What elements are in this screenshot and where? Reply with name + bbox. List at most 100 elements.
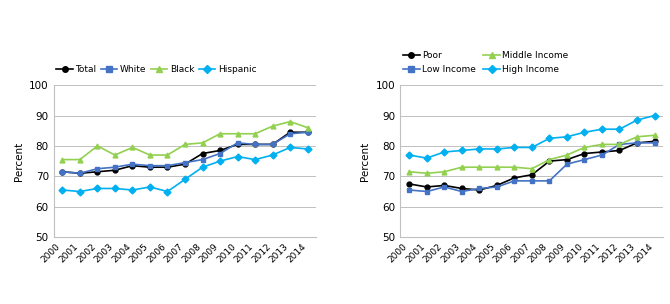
Middle Income xyxy=(563,153,571,157)
White xyxy=(234,141,242,145)
Black xyxy=(111,153,119,157)
Poor xyxy=(528,173,536,177)
Poor xyxy=(580,152,588,155)
High Income xyxy=(458,149,466,152)
Total xyxy=(93,170,101,174)
Low Income xyxy=(493,185,501,189)
High Income xyxy=(493,147,501,151)
High Income xyxy=(580,130,588,134)
White xyxy=(286,132,294,136)
Hispanic xyxy=(304,147,312,151)
Hispanic xyxy=(129,188,137,192)
Poor xyxy=(545,159,553,163)
Hispanic xyxy=(216,159,224,163)
Low Income xyxy=(563,162,571,166)
Total xyxy=(58,170,66,174)
Total xyxy=(251,143,259,146)
Black xyxy=(198,141,206,145)
Poor xyxy=(440,184,448,187)
Low Income xyxy=(423,190,431,193)
Hispanic xyxy=(234,155,242,158)
Black xyxy=(234,132,242,136)
Middle Income xyxy=(475,165,483,169)
Middle Income xyxy=(511,165,519,169)
Poor xyxy=(633,141,641,145)
Poor xyxy=(458,187,466,190)
High Income xyxy=(563,135,571,139)
Legend: Total, White, Black, Hispanic: Total, White, Black, Hispanic xyxy=(53,61,260,78)
Hispanic xyxy=(163,190,172,193)
High Income xyxy=(405,153,413,157)
Low Income xyxy=(440,185,448,189)
Middle Income xyxy=(598,143,606,146)
High Income xyxy=(440,150,448,154)
Black xyxy=(146,153,154,157)
White xyxy=(198,158,206,161)
Low Income xyxy=(580,158,588,161)
Low Income xyxy=(528,179,536,183)
Low Income xyxy=(651,141,659,145)
Hispanic xyxy=(251,158,259,161)
Black xyxy=(286,120,294,123)
Y-axis label: Percent: Percent xyxy=(360,141,371,181)
Hispanic xyxy=(181,178,189,181)
Black xyxy=(304,126,312,130)
Line: Black: Black xyxy=(60,119,310,162)
Black xyxy=(76,158,84,161)
Line: White: White xyxy=(60,130,310,176)
Line: Poor: Poor xyxy=(407,139,657,192)
White xyxy=(269,143,277,146)
High Income xyxy=(598,127,606,131)
Middle Income xyxy=(580,146,588,149)
Middle Income xyxy=(528,167,536,171)
Total xyxy=(129,164,137,168)
Middle Income xyxy=(545,158,553,161)
Middle Income xyxy=(458,165,466,169)
White xyxy=(76,171,84,175)
Line: Total: Total xyxy=(60,130,310,176)
Low Income xyxy=(616,143,624,146)
High Income xyxy=(616,127,624,131)
Poor xyxy=(493,184,501,187)
Hispanic xyxy=(286,146,294,149)
Poor xyxy=(405,182,413,186)
Total xyxy=(234,143,242,146)
Middle Income xyxy=(440,170,448,174)
Hispanic xyxy=(58,188,66,192)
Poor xyxy=(423,185,431,189)
Middle Income xyxy=(493,165,501,169)
Poor xyxy=(563,158,571,161)
Low Income xyxy=(633,141,641,145)
Low Income xyxy=(405,188,413,192)
Low Income xyxy=(511,179,519,183)
White xyxy=(251,143,259,146)
Poor xyxy=(475,188,483,192)
Poor xyxy=(616,149,624,152)
White xyxy=(181,161,189,164)
High Income xyxy=(528,146,536,149)
Black xyxy=(93,144,101,148)
Black xyxy=(269,124,277,128)
Line: Low Income: Low Income xyxy=(407,140,657,194)
Total xyxy=(286,130,294,134)
Total xyxy=(181,162,189,166)
Total xyxy=(76,171,84,175)
White xyxy=(58,170,66,174)
Total xyxy=(146,165,154,169)
High Income xyxy=(633,118,641,122)
Y-axis label: Percent: Percent xyxy=(13,141,23,181)
Hispanic xyxy=(93,187,101,190)
Hispanic xyxy=(76,190,84,193)
Total xyxy=(216,149,224,152)
White xyxy=(163,164,172,168)
High Income xyxy=(423,156,431,160)
Line: Middle Income: Middle Income xyxy=(407,133,657,176)
High Income xyxy=(651,114,659,117)
Middle Income xyxy=(405,170,413,174)
White xyxy=(216,152,224,155)
Hispanic xyxy=(146,185,154,189)
High Income xyxy=(475,147,483,151)
Line: High Income: High Income xyxy=(407,113,657,161)
Total xyxy=(198,152,206,155)
Black xyxy=(216,132,224,136)
